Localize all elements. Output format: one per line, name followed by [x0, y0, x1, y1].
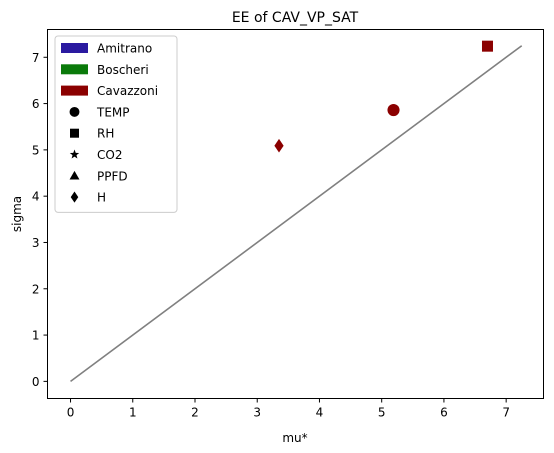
legend-patch-amitrano — [61, 43, 88, 53]
legend-marker-rh — [70, 128, 79, 138]
y-axis-label: sigma — [10, 196, 24, 232]
x-tick-label: 0 — [67, 406, 75, 420]
legend-label-cavazzoni: Cavazzoni — [97, 84, 158, 98]
y-tick-label: 1 — [32, 329, 40, 343]
legend-label-h: H — [97, 191, 106, 205]
legend-marker-co2 — [69, 149, 80, 159]
legend-label-boscheri: Boscheri — [97, 63, 149, 77]
chart-title: EE of CAV_VP_SAT — [232, 10, 359, 26]
legend-marker-temp — [69, 106, 80, 117]
legend-label-temp: TEMP — [96, 105, 130, 119]
legend-label-rh: RH — [97, 127, 114, 141]
y-tick-label: 3 — [32, 236, 40, 250]
plot-frame — [47, 29, 544, 399]
legend-marker-h — [70, 191, 79, 203]
y-tick-label: 6 — [32, 97, 40, 111]
legend-frame — [54, 35, 178, 213]
y-tick-label: 2 — [32, 282, 40, 296]
x-tick-label: 1 — [129, 406, 137, 420]
legend-label-ppfd: PPFD — [97, 169, 128, 183]
y-tick-label: 7 — [32, 51, 40, 65]
x-tick-label: 7 — [502, 406, 510, 420]
legend-patch-cavazzoni — [61, 85, 88, 96]
data-point-rh — [481, 40, 493, 52]
legend: Amitrano Boscheri Cavazzoni TEMP RH CO2 PPFD H — [54, 35, 178, 213]
x-tick-label: 5 — [378, 406, 386, 420]
plot-area: 0 1 2 3 4 5 6 7 0 1 2 3 4 5 6 7 — [32, 40, 523, 420]
x-axis-label: mu* — [282, 431, 307, 445]
y-tick-label: 4 — [32, 190, 40, 204]
legend-patch-boscheri — [61, 64, 88, 75]
x-tick-label: 4 — [316, 406, 324, 420]
data-point-temp — [387, 104, 400, 117]
legend-label-amitrano: Amitrano — [97, 42, 152, 56]
x-tick-label: 6 — [440, 406, 448, 420]
y-tick-label: 5 — [32, 143, 40, 157]
x-tick-label: 3 — [253, 406, 261, 420]
y-tick-label: 0 — [32, 375, 40, 389]
x-tick-label: 2 — [191, 406, 199, 420]
reference-line — [70, 45, 523, 383]
legend-label-co2: CO2 — [97, 148, 122, 162]
data-point-h — [274, 138, 284, 153]
legend-marker-ppfd — [69, 170, 80, 180]
